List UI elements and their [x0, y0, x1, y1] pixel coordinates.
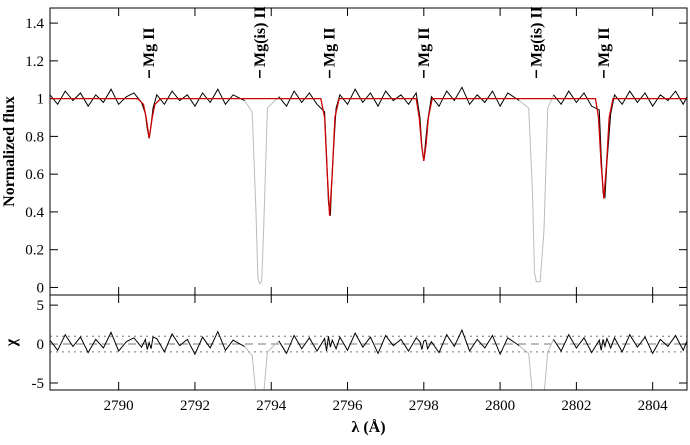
y-tick-label: 0.4: [25, 205, 44, 221]
spectrum-line: [244, 96, 280, 285]
annotation-label: Mg II: [596, 27, 613, 67]
spectrum-line: [518, 94, 554, 283]
spectrum-line: [244, 340, 280, 390]
y-tick-label: 0: [37, 280, 45, 296]
annotation-label: Mg(is) II: [252, 6, 269, 67]
y-tick-label: 1: [37, 92, 45, 108]
y-tick-label: 0.8: [25, 129, 44, 145]
annotation-label: Mg(is) II: [528, 6, 545, 67]
plot-frame: [49, 294, 688, 391]
y-tick-label: 5: [37, 298, 45, 314]
y-tick-label: 1.2: [25, 54, 44, 70]
x-tick-label: 2794: [256, 398, 287, 414]
annotation-label: Mg II: [322, 27, 339, 67]
annotation-label: Mg II: [141, 27, 158, 67]
x-tick-label: 2800: [485, 398, 515, 414]
annotation-label: Mg II: [416, 27, 433, 67]
y-tick-label: 0.2: [25, 243, 44, 259]
x-tick-label: 2792: [180, 398, 210, 414]
y-axis-label: Normalized flux: [1, 96, 18, 207]
spectrum-line: [50, 97, 687, 216]
y-tick-label: -5: [32, 376, 45, 392]
x-tick-label: 2798: [409, 398, 439, 414]
y-tick-label: 0: [37, 337, 45, 353]
spectrum-line: [518, 339, 554, 390]
y-tick-label: 1.4: [25, 16, 44, 32]
y-tick-label: 0.6: [25, 167, 44, 183]
x-axis-label: λ (Å): [351, 418, 385, 436]
x-tick-label: 2802: [561, 398, 591, 414]
y-axis-label: χ: [3, 338, 20, 347]
x-tick-label: 2796: [333, 398, 364, 414]
x-tick-label: 2790: [104, 398, 134, 414]
x-tick-label: 2804: [638, 398, 669, 414]
spectrum-line: [50, 328, 687, 356]
